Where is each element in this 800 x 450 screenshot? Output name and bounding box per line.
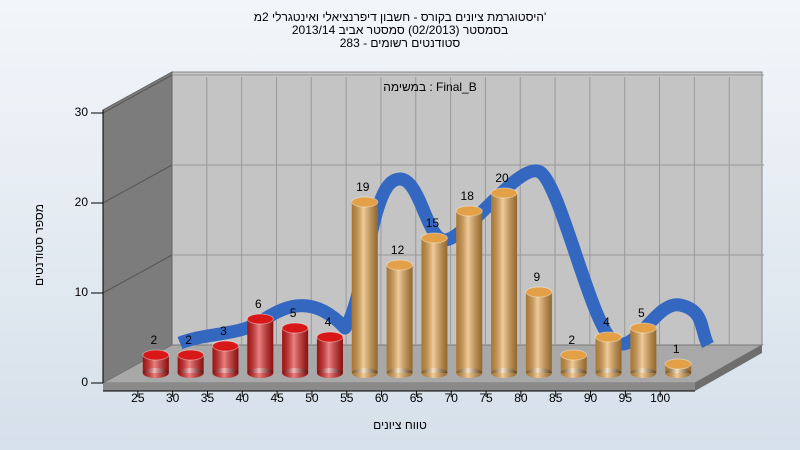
bar-shine [595,337,622,373]
bar-shine [491,193,518,373]
floor-side [695,345,762,391]
value-label: 5 [638,306,645,320]
x-tick-label: 35 [201,391,215,405]
value-label: 4 [325,315,332,329]
bar-base-shine [595,368,622,378]
value-label: 2 [150,333,157,347]
value-label: 9 [534,270,541,284]
value-label: 18 [461,189,475,203]
value-label: 15 [426,216,440,230]
x-tick-label: 30 [166,391,180,405]
x-tick-label: 50 [305,391,319,405]
bar-top [281,322,309,334]
bar-shine [282,328,309,373]
bar-base-shine [316,368,343,378]
value-label: 4 [603,315,610,329]
value-label: 1 [673,342,680,356]
bar-top [595,331,623,343]
x-tick-label: 80 [514,391,528,405]
bar-base-shine [491,368,518,378]
y-tick-label: 0 [81,375,88,389]
bar-shine [247,319,274,373]
bar-shine [630,328,657,373]
x-tick-label: 45 [270,391,284,405]
y-tick-label: 10 [75,285,89,299]
x-tick-label: 60 [375,391,389,405]
value-label: 19 [356,180,370,194]
value-label: 3 [220,324,227,338]
y-tick-label: 30 [75,105,89,119]
grid-line [102,74,173,114]
bar-base-shine [351,368,378,378]
bar-base-shine [212,368,239,378]
bar-shine [386,265,413,373]
bar-top [455,205,483,217]
bar-base-shine [421,368,448,378]
bar-base-shine [560,368,587,378]
bar-base-shine [177,368,204,378]
bar-shine [560,355,587,373]
bar-top [560,349,588,361]
bar-top [316,331,344,343]
x-tick-label: 100 [650,391,670,405]
bar-top [664,358,692,370]
bar-shine [142,355,169,373]
bar-shine [316,337,343,373]
bar-base-shine [142,368,169,378]
x-tick-label: 70 [445,391,459,405]
grid-line [102,254,173,294]
titles: היסטוגרמת ציונים בקורס - חשבון דיפרנציאל… [254,10,546,50]
bar-top [177,349,205,361]
bar-base-shine [386,368,413,378]
x-tick-label: 65 [410,391,424,405]
bar-base-shine [282,368,309,378]
subtitle: במשימה : Final_B [383,80,477,94]
bar-top [351,196,379,208]
bar-top [142,349,170,361]
value-label: 12 [391,243,405,257]
bar-top [525,286,553,298]
bar-base-shine [456,368,483,378]
value-label: 5 [290,306,297,320]
bar-top [490,187,518,199]
x-tick-label: 25 [131,391,145,405]
bar-top [629,322,657,334]
value-label: 20 [495,171,509,185]
y-tick-label: 20 [75,195,89,209]
bar-shine [456,211,483,373]
x-tick-label: 40 [236,391,250,405]
bar-top [246,313,274,325]
bar-shine [351,202,378,373]
x-tick-label: 90 [584,391,598,405]
chart-title: 283 - סטודנטים רשומים [340,36,461,50]
bar-top [386,259,414,271]
left-wall [102,71,173,384]
bar-base-shine [525,368,552,378]
value-label: 6 [255,297,262,311]
bar-shine [421,238,448,373]
bar-base-shine [665,368,692,378]
grid-line [102,164,173,204]
bar-base-shine [247,368,274,378]
x-tick-label: 55 [340,391,354,405]
bar-shine [525,292,552,373]
x-tick-label: 95 [619,391,633,405]
bars: 2 2 3 6 5 4 19 12 15 18 20 9 2 4 5 1 [142,171,692,378]
bar-top [211,340,239,352]
value-label: 2 [568,333,575,347]
floor-edge [103,383,695,391]
x-tick-label: 85 [549,391,563,405]
bar-shine [177,355,204,373]
bar-base-shine [630,368,657,378]
x-tick-label: 75 [479,391,493,405]
chart-title: בסמסטר (02/2013) סמסטר אביב 2013/14 [292,23,508,37]
value-label: 2 [185,333,192,347]
bar-top [420,232,448,244]
x-axis-label: טווח ציונים [373,418,427,432]
chart-title: היסטוגרמת ציונים בקורס - חשבון דיפרנציאל… [254,10,546,24]
y-axis-label: מספר סטודנטים [32,204,46,286]
